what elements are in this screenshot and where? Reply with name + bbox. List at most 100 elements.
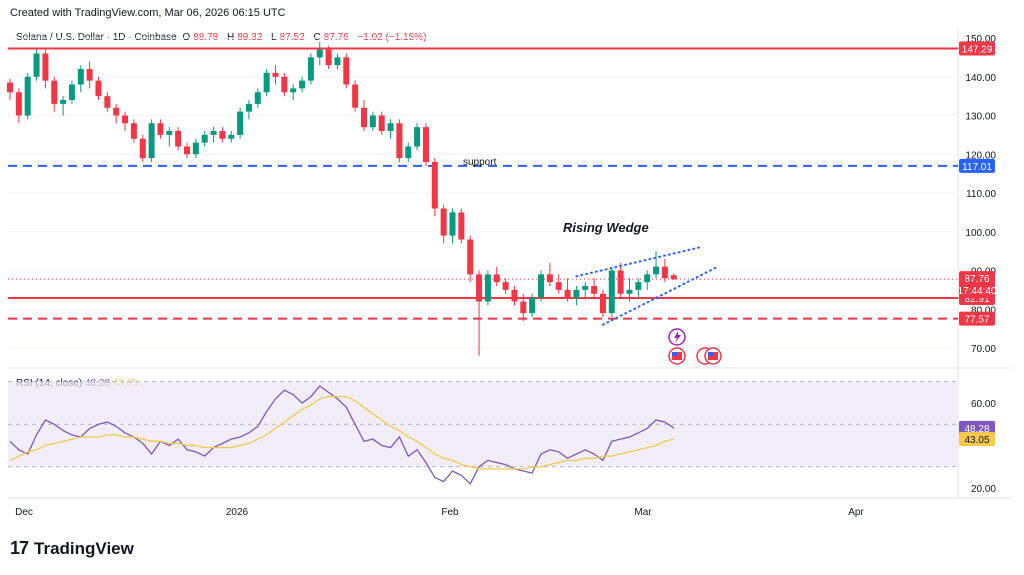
- price-tick-3: 120.00: [965, 150, 996, 161]
- candle-body-38: [343, 57, 350, 85]
- rsi-tick-1: 20.00: [971, 484, 996, 495]
- candle-body-70: [626, 289, 633, 294]
- countdown-value: 17:44:40: [958, 286, 997, 297]
- price-tick-1: 140.00: [965, 73, 996, 84]
- candle-46: [414, 123, 421, 151]
- candle-body-48: [431, 162, 438, 209]
- candle-61: [546, 262, 553, 286]
- candle-0: [7, 78, 13, 100]
- candle-body-63: [564, 289, 571, 298]
- event-us-flag-icon-2[interactable]: [696, 347, 722, 365]
- level-badge-1: 117.01: [962, 162, 992, 173]
- candle-body-53: [476, 274, 483, 302]
- candle-body-16: [148, 123, 155, 159]
- level-badge-3-box: [959, 311, 995, 326]
- candle-body-7: [68, 84, 75, 100]
- price-tick-7: 80.00: [971, 305, 996, 316]
- candle-body-42: [378, 115, 385, 131]
- rsi-ma-line: [9, 395, 674, 470]
- price-tick-4: 110.00: [966, 189, 996, 200]
- pattern-label: Rising Wedge: [563, 220, 649, 235]
- candle-body-67: [599, 293, 606, 314]
- candle-body-62: [555, 282, 562, 290]
- candle-body-31: [281, 76, 288, 93]
- candle-16: [148, 119, 155, 162]
- candle-51: [458, 208, 465, 244]
- candle-48: [431, 158, 438, 217]
- rsi-badge-box-0: [959, 420, 995, 435]
- candle-29: [263, 69, 270, 97]
- wedge-upper-line: [575, 246, 702, 278]
- candle-body-41: [369, 115, 376, 128]
- candle-8: [77, 65, 84, 93]
- candle-body-0: [7, 82, 13, 93]
- candle-12: [113, 103, 120, 124]
- last-price-value: 87.76: [964, 274, 989, 285]
- candle-44: [396, 119, 403, 162]
- event-lightning-icon[interactable]: [668, 328, 686, 346]
- candle-body-39: [352, 84, 359, 108]
- candle-49: [440, 204, 447, 244]
- candle-body-1: [15, 92, 22, 116]
- candle-body-21: [192, 142, 199, 155]
- candle-body-66: [591, 286, 598, 294]
- candle-body-40: [361, 107, 367, 128]
- candle-38: [343, 53, 350, 89]
- candle-23: [210, 127, 217, 143]
- candle-56: [502, 278, 509, 294]
- candle-17: [157, 119, 164, 139]
- candle-body-75: [670, 275, 677, 280]
- candle-body-44: [396, 123, 403, 159]
- tradingview-logo: 17 TradingView: [10, 538, 134, 559]
- candle-64: [573, 286, 580, 306]
- candle-body-36: [325, 49, 332, 66]
- candle-body-4: [42, 53, 49, 81]
- level-badge-2: 82.91: [964, 294, 989, 305]
- candle-body-14: [130, 123, 137, 139]
- candle-body-35: [316, 49, 323, 58]
- candle-7: [68, 80, 75, 104]
- candle-14: [130, 119, 137, 143]
- candle-47: [422, 123, 429, 166]
- candle-28: [254, 88, 261, 108]
- candle-body-60: [538, 274, 544, 298]
- candle-41: [369, 111, 376, 131]
- candle-body-50: [449, 212, 456, 236]
- candle-58: [520, 293, 527, 321]
- candle-body-20: [184, 146, 190, 155]
- grid: [8, 37, 958, 349]
- candles-layer: [7, 41, 677, 356]
- time-tick-1: 2026: [226, 507, 249, 518]
- candle-body-49: [440, 208, 447, 236]
- candle-10: [95, 76, 102, 100]
- rsi-tick-0: 60.00: [971, 399, 996, 410]
- candle-65: [582, 282, 589, 298]
- candle-body-55: [493, 274, 500, 283]
- rising-wedge-layer: [575, 246, 719, 326]
- candle-21: [192, 138, 199, 159]
- price-tick-0: 150.00: [965, 34, 996, 45]
- candle-72: [644, 270, 651, 290]
- candle-53: [476, 270, 483, 356]
- tradingview-mark-icon: 17: [10, 538, 29, 558]
- level-badge-3: 77.57: [964, 315, 989, 326]
- candle-57: [511, 286, 518, 306]
- candle-73: [653, 251, 660, 279]
- candle-35: [316, 41, 323, 66]
- candle-body-52: [467, 239, 474, 275]
- candle-body-24: [219, 131, 226, 139]
- candle-68: [608, 266, 615, 317]
- rsi-badge-1: 43.05: [964, 435, 989, 446]
- candle-body-72: [644, 274, 651, 283]
- candle-4: [42, 49, 49, 89]
- candle-5: [51, 76, 58, 112]
- candle-40: [361, 100, 367, 131]
- candle-body-11: [104, 96, 111, 108]
- event-us-flag-icon[interactable]: [668, 347, 686, 365]
- candle-body-45: [405, 146, 412, 159]
- candle-39: [352, 80, 359, 112]
- candle-27: [245, 100, 252, 120]
- candle-13: [122, 111, 129, 131]
- candle-body-6: [60, 100, 67, 104]
